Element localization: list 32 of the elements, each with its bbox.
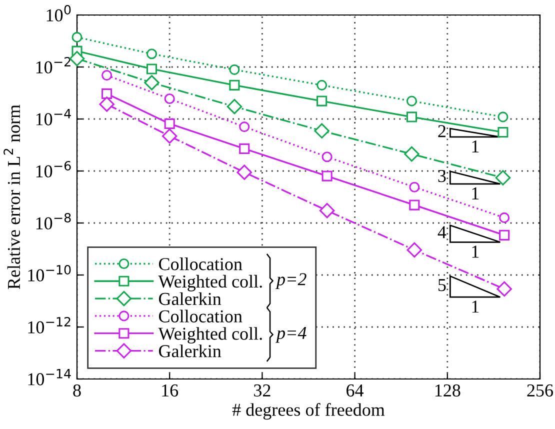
annotation: 5 [438,279,446,292]
x-tick-label: 32 [254,384,270,397]
x-tick-label: 16 [162,384,178,397]
legend-label: Weighted coll. [158,327,262,344]
y-tick-label: 10$^{−10}$ [28,264,71,282]
annotation: p=2 [275,273,306,290]
x-tick-label: 256 [527,384,554,397]
annotation: 1 [472,246,479,258]
x-axis-title: # degrees of freedom [232,403,385,420]
y-tick-label: 10$^{0}$ [46,4,71,22]
y-tick-label: 10$^{−6}$ [36,160,71,178]
annotation: 4 [438,226,446,238]
legend-label: Galerkin [158,344,222,358]
annotation: 3 [438,170,446,182]
x-tick-label: 64 [346,384,364,397]
y-tick-label: 10$^{−8}$ [36,212,71,230]
y-axis-title: Relative error in L$^{2}$ norm [4,104,20,290]
annotation: p=4 [275,327,306,343]
annotation: 1 [472,140,479,152]
annotation: 1 [472,187,479,200]
y-tick-label: 10$^{−14}$ [28,369,71,386]
legend-label: Collocation [158,258,242,270]
annotation: 1 [472,300,479,313]
y-tick-label: 10$^{−12}$ [28,316,70,334]
x-tick-label: 8 [73,384,81,397]
y-tick-label: 10$^{−2}$ [36,56,70,74]
annotation: 2 [438,125,446,138]
y-tick-label: 10$^{−4}$ [36,109,71,126]
legend-label: Weighted coll. [158,274,262,292]
legend-label: Galerkin [158,292,222,306]
x-tick-label: 128 [435,384,460,397]
legend-label: Collocation [158,310,242,322]
